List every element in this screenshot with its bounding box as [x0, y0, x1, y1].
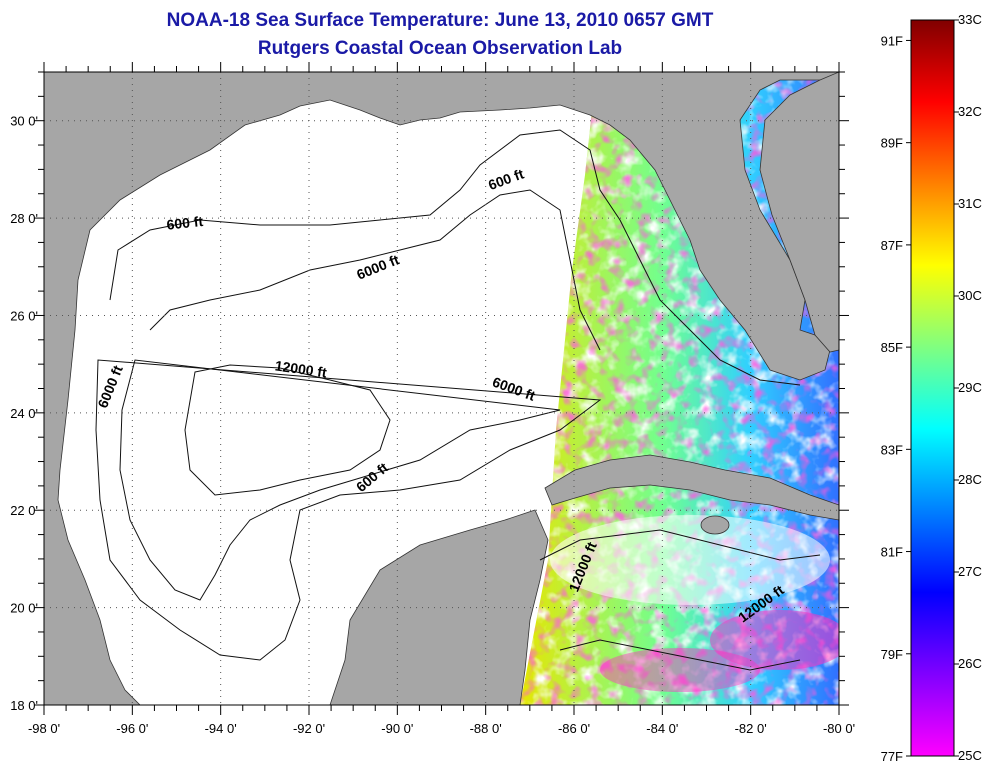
cold-patch-caribbean [710, 610, 839, 670]
colorbar-f-label: 77F [881, 749, 903, 764]
depth-contours [95, 129, 821, 671]
colorbar-c-label: 25C [958, 748, 982, 763]
lon-tick-label: -98 0' [28, 721, 60, 736]
lon-tick-label: -84 0' [646, 721, 678, 736]
map-subtitle: Rutgers Coastal Ocean Observation Lab [257, 38, 623, 59]
colorbar-c-label: 31C [958, 196, 982, 211]
lon-tick-label: -96 0' [116, 721, 148, 736]
cold-patch-south [600, 648, 760, 692]
lat-tick-label: 28 0' [10, 211, 38, 226]
colorbar-f-label: 79F [881, 647, 903, 662]
land [44, 72, 839, 705]
lon-tick-label: -92 0' [293, 721, 325, 736]
colorbar-c-label: 27C [958, 564, 982, 579]
colorbar-fahrenheit-ticks: 91F 89F 87F 85F 83F 81F 79F 77F [881, 33, 911, 764]
longitude-labels: -98 0' -96 0' -94 0' -92 0' -90 0' -88 0' -86 … [28, 721, 855, 736]
land-florida [759, 72, 839, 353]
lat-tick-label: 24 0' [10, 406, 38, 421]
lon-tick-label: -80 0' [823, 721, 855, 736]
grid-lines [44, 72, 839, 705]
contour-label: 12000 ft [274, 357, 328, 380]
colorbar-f-label: 83F [881, 442, 903, 457]
lat-tick-label: 22 0' [10, 503, 38, 518]
lat-tick-label: 30 0' [10, 114, 38, 129]
lat-tick-label: 26 0' [10, 308, 38, 323]
contour-600ft [95, 129, 801, 661]
colorbar-c-label: 29C [958, 380, 982, 395]
colorbar-f-label: 87F [881, 238, 903, 253]
lon-tick-label: -94 0' [205, 721, 237, 736]
lat-tick-label: 18 0' [10, 698, 38, 713]
colorbar-c-label: 32C [958, 104, 982, 119]
colorbar-celsius-ticks: 33C 32C 31C 30C 29C 28C 27C 26C 25C [954, 12, 982, 763]
latitude-labels: 30 0' 28 0' 26 0' 24 0' 22 0' 20 0' 18 0' [10, 114, 38, 713]
lat-tick-label: 20 0' [10, 601, 38, 616]
colorbar-f-label: 89F [881, 136, 903, 151]
colorbar-c-label: 28C [958, 472, 982, 487]
colorbar-c-label: 30C [958, 288, 982, 303]
colorbar-f-label: 91F [881, 33, 903, 48]
axis-ticks [34, 62, 849, 715]
lon-tick-label: -90 0' [381, 721, 413, 736]
colorbar-f-label: 85F [881, 340, 903, 355]
colorbar-c-label: 26C [958, 656, 982, 671]
lon-tick-label: -82 0' [735, 721, 767, 736]
land-cuba [544, 454, 839, 521]
colorbar-f-label: 81F [881, 545, 903, 560]
colorbar-c-label: 33C [958, 12, 982, 27]
contour-12000ft [184, 364, 391, 496]
map-title: NOAA-18 Sea Surface Temperature: June 13… [166, 10, 714, 31]
contour-6000ft [119, 189, 601, 601]
cloud-area-caribbean [550, 515, 830, 605]
land-isla-juventud [700, 515, 730, 535]
land-yucatan [329, 509, 549, 705]
lon-tick-label: -86 0' [558, 721, 590, 736]
contour-caribbean [539, 529, 821, 671]
colorbar-scale [910, 19, 955, 757]
colorbar: 33C 32C 31C 30C 29C 28C 27C 26C 25C 91F 89F 87F 85F… [881, 12, 982, 764]
lon-tick-label: -88 0' [470, 721, 502, 736]
